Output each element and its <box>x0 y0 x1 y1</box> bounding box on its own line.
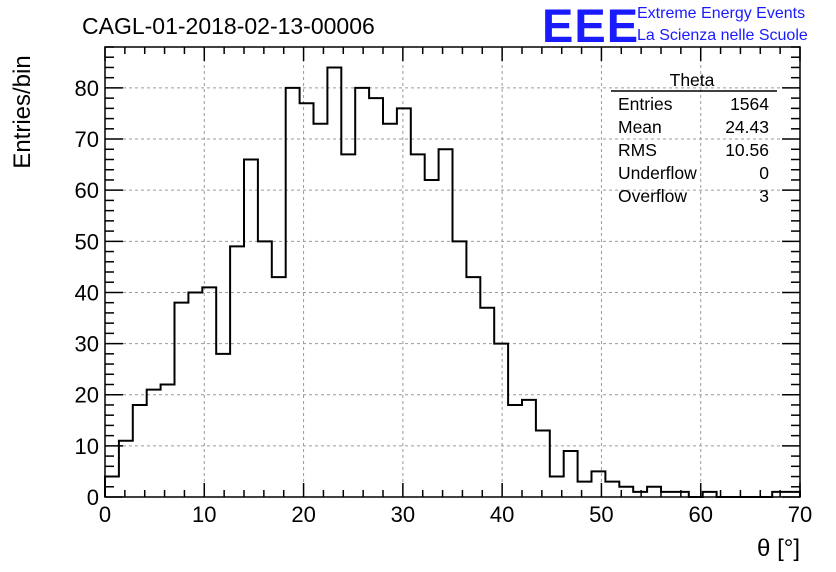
stats-label: Underflow <box>618 163 697 183</box>
x-tick-label: 0 <box>99 502 111 527</box>
y-tick-label: 10 <box>75 434 99 459</box>
stats-rows: Entries 1564 Mean 24.43 RMS 10.56 Underflow 0 Ov… <box>618 94 769 206</box>
x-tick-label: 50 <box>589 502 613 527</box>
grid-lines <box>105 47 800 497</box>
logo-line-1: Extreme Energy Events <box>637 5 805 22</box>
stats-value: 1564 <box>730 94 769 114</box>
histogram-series <box>104 66 801 498</box>
y-tick-labels: 0 10 20 30 40 50 60 70 80 <box>75 76 99 510</box>
stats-value: 24.43 <box>725 117 769 137</box>
stats-label: RMS <box>618 140 657 160</box>
y-tick-label: 60 <box>75 178 99 203</box>
plot-frame <box>104 46 801 498</box>
chart-title: CAGL-01-2018-02-13-00006 <box>82 13 375 39</box>
y-tick-label: 30 <box>75 332 99 357</box>
y-tick-label: 80 <box>75 76 99 101</box>
stats-value: 0 <box>759 163 769 183</box>
y-tick-label: 50 <box>75 229 99 254</box>
stats-box: Theta Entries 1564 Mean 24.43 RMS 10.56 Underf… <box>611 70 777 206</box>
stats-label: Mean <box>618 117 662 137</box>
y-axis-label: Entries/bin <box>9 55 36 168</box>
eee-logo: EEE Extreme Energy Events La Scienza nel… <box>542 0 808 52</box>
x-tick-label: 60 <box>688 502 712 527</box>
stats-value: 3 <box>759 186 769 206</box>
x-tick-label: 10 <box>192 502 216 527</box>
logo-mark: EEE <box>542 0 639 52</box>
axis-ticks <box>104 46 801 498</box>
x-tick-label: 20 <box>291 502 315 527</box>
y-tick-label: 20 <box>75 383 99 408</box>
y-tick-label: 70 <box>75 127 99 152</box>
stats-title: Theta <box>670 70 715 90</box>
y-tick-label: 40 <box>75 280 99 305</box>
stats-label: Entries <box>618 94 673 114</box>
x-tick-labels: 0 10 20 30 40 50 60 70 <box>99 502 812 527</box>
x-tick-label: 40 <box>490 502 514 527</box>
logo-line-2: La Scienza nelle Scuole <box>637 27 808 44</box>
stats-label: Overflow <box>618 186 687 206</box>
x-axis-label: θ [°] <box>757 535 800 562</box>
stats-value: 10.56 <box>725 140 769 160</box>
x-tick-label: 30 <box>391 502 415 527</box>
x-tick-label: 70 <box>788 502 812 527</box>
y-tick-label: 0 <box>87 485 99 510</box>
